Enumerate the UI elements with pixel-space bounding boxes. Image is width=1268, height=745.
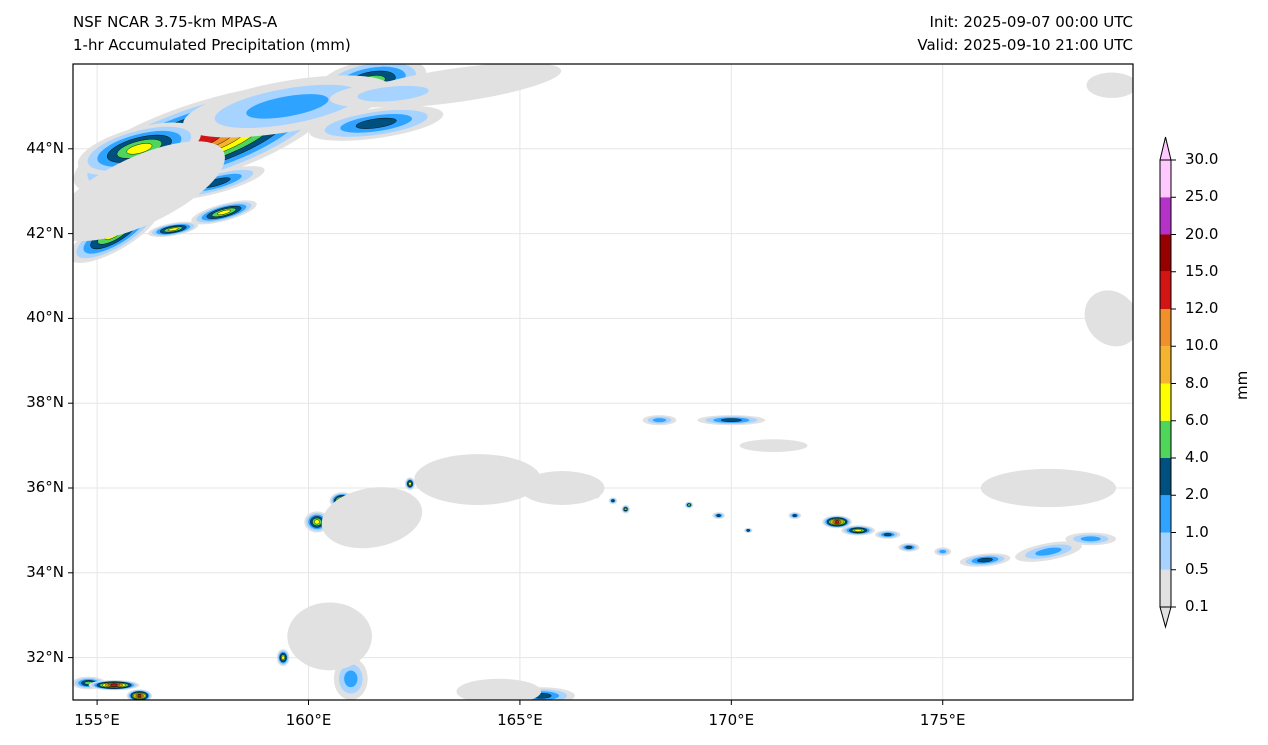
- colorbar-swatch: [1160, 420, 1171, 458]
- precip-contour: [357, 85, 429, 102]
- precip-contour: [883, 533, 892, 537]
- precip-contour: [687, 503, 691, 507]
- precip-contour: [1035, 547, 1062, 556]
- precip-contour: [939, 549, 947, 554]
- colorbar-swatch: [1160, 160, 1171, 198]
- colorbar-swatch: [1160, 234, 1171, 272]
- precip-contour: [611, 499, 615, 503]
- precip-contour: [623, 507, 628, 511]
- precip-contour: [110, 683, 118, 687]
- precip-contour: [287, 602, 372, 671]
- colorbar-label: 12.0: [1185, 299, 1219, 317]
- colorbar-swatch: [1160, 197, 1171, 235]
- colorbar-label: 6.0: [1185, 410, 1209, 429]
- field-title: 1-hr Accumulated Precipitation (mm): [73, 36, 351, 54]
- colorbar-label: 10.0: [1185, 336, 1219, 355]
- precip-contour: [126, 143, 153, 155]
- precip-contour: [137, 694, 142, 698]
- precip-contour: [1084, 290, 1133, 347]
- lon-label: 155°E: [74, 711, 120, 729]
- precip-contour: [167, 227, 179, 232]
- precip-contour: [355, 117, 397, 129]
- precip-contour: [652, 418, 667, 423]
- precip-contour: [739, 439, 808, 452]
- precip-contour: [344, 670, 358, 688]
- colorbar-label: 0.5: [1185, 559, 1209, 578]
- colorbar-label: 1.0: [1185, 522, 1209, 541]
- precip-contour: [314, 519, 320, 525]
- colorbar-extend-high: [1159, 136, 1172, 161]
- colorbar-label: 0.1: [1185, 597, 1209, 615]
- precip-contour: [1080, 536, 1101, 542]
- lon-label: 175°E: [919, 711, 966, 729]
- colorbar-unit: mm: [1233, 370, 1251, 400]
- lon-label: 160°E: [285, 711, 332, 729]
- colorbar-swatch: [1160, 346, 1171, 384]
- lon-label: 170°E: [708, 711, 755, 729]
- map-frame: [72, 63, 1134, 701]
- precip-contour: [456, 678, 542, 700]
- colorbar-swatch: [1160, 309, 1171, 347]
- precip-contour: [746, 529, 750, 532]
- colorbar-swatch: [1160, 569, 1171, 607]
- lat-label: 42°N: [26, 223, 64, 242]
- precip-contour: [246, 94, 329, 119]
- colorbar-label: 2.0: [1185, 485, 1209, 504]
- precip-contour: [414, 454, 542, 505]
- precip-contour: [792, 514, 797, 517]
- colorbar: [1159, 136, 1176, 629]
- precip-contour: [977, 557, 993, 563]
- colorbar-label: 4.0: [1185, 448, 1209, 466]
- init-time: Init: 2025-09-07 00:00 UTC: [929, 13, 1133, 31]
- precip-contour: [720, 418, 742, 422]
- lat-label: 34°N: [26, 562, 64, 581]
- precip-contour: [321, 487, 423, 549]
- colorbar-swatch: [1160, 532, 1171, 570]
- precip-contour: [716, 514, 721, 517]
- precip-contour: [519, 471, 605, 505]
- precip-contour: [216, 209, 231, 216]
- colorbar-label: 25.0: [1185, 187, 1219, 206]
- colorbar-label: 15.0: [1185, 261, 1219, 280]
- lat-label: 38°N: [26, 393, 64, 412]
- precip-contour: [905, 545, 913, 549]
- lon-label: 165°E: [497, 711, 543, 729]
- colorbar-swatch: [1160, 458, 1171, 496]
- lat-label: 36°N: [26, 478, 64, 496]
- colorbar-swatch: [1160, 271, 1171, 309]
- model-title: NSF NCAR 3.75-km MPAS-A: [73, 13, 278, 31]
- colorbar-label: 20.0: [1185, 224, 1219, 243]
- colorbar-swatch: [1160, 383, 1171, 421]
- colorbar-label: 8.0: [1185, 373, 1209, 392]
- precip-contour: [1086, 72, 1133, 98]
- lat-label: 44°N: [26, 138, 64, 157]
- colorbar-swatch: [1160, 495, 1171, 533]
- colorbar-extend-low: [1159, 606, 1172, 629]
- precip-contour: [408, 482, 412, 486]
- precip-field: [73, 64, 1133, 700]
- precip-contour: [854, 529, 862, 532]
- precip-contour: [73, 141, 225, 242]
- precip-contour: [980, 468, 1117, 508]
- precip-contour: [834, 520, 840, 524]
- lat-label: 32°N: [26, 647, 64, 666]
- lat-label: 40°N: [26, 308, 64, 327]
- valid-time: Valid: 2025-09-10 21:00 UTC: [917, 36, 1133, 54]
- precip-contour: [281, 655, 285, 660]
- colorbar-label: 30.0: [1185, 150, 1219, 168]
